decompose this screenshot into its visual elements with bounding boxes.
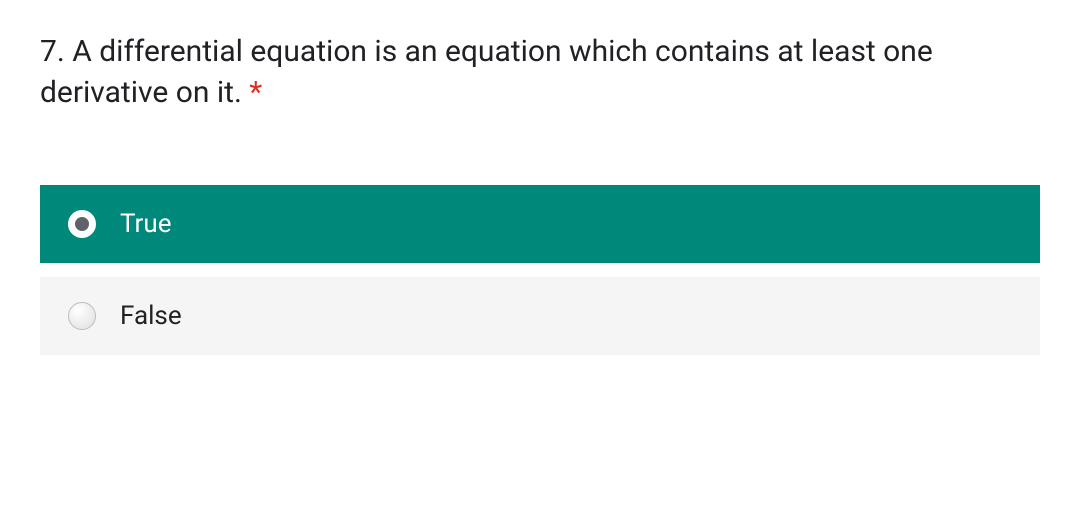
radio-unselected-icon	[68, 302, 96, 330]
radio-selected-icon	[68, 210, 96, 238]
question-body: A differential equation is an equation w…	[40, 34, 933, 110]
option-label-true: True	[120, 209, 172, 239]
option-true[interactable]: True	[40, 185, 1040, 263]
question-number: 7.	[40, 34, 72, 69]
question-text: 7. A differential equation is an equatio…	[40, 32, 1040, 113]
option-false[interactable]: False	[40, 277, 1040, 355]
required-asterisk: *	[249, 75, 262, 110]
option-label-false: False	[120, 301, 182, 331]
options-container: True False	[40, 185, 1040, 355]
